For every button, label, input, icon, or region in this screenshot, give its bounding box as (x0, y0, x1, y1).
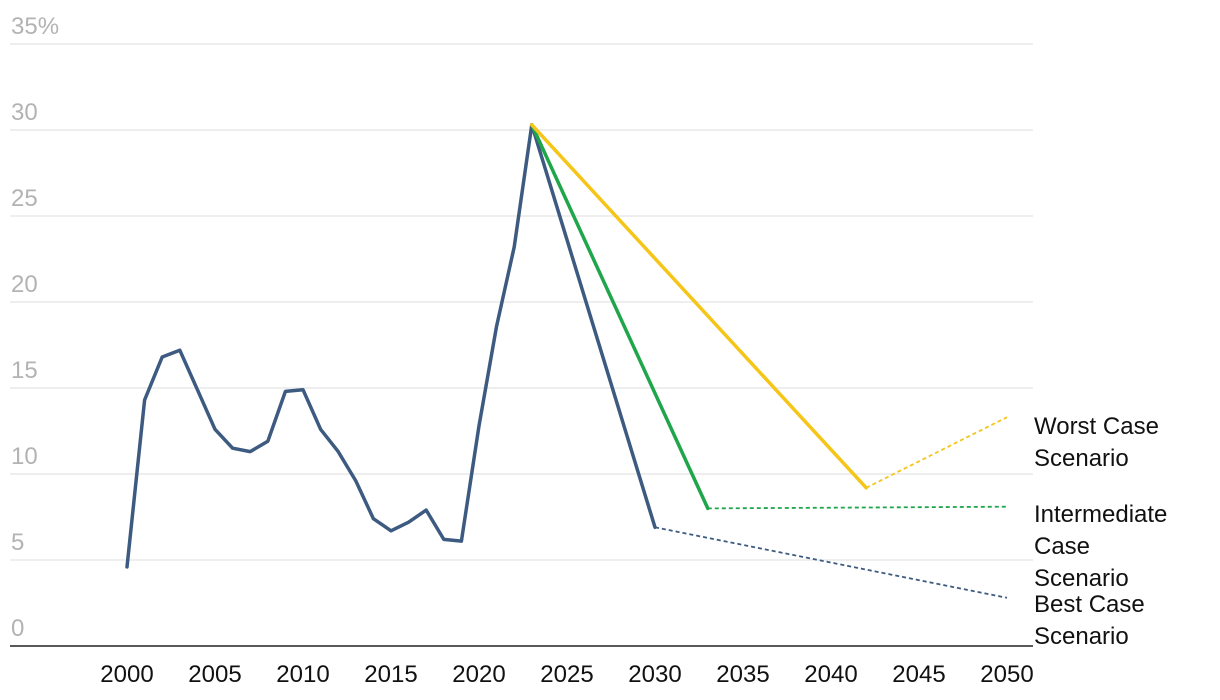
scenario-label-intermediate: Intermediate Case Scenario (1034, 501, 1167, 592)
series-line-worst-projection (530, 123, 868, 490)
series-line-intermediate-projection (530, 123, 710, 511)
scenario-label-best: Best Case Scenario (1034, 591, 1145, 650)
x-tick-label: 2040 (804, 661, 857, 688)
y-tick-label: 5 (11, 529, 24, 556)
gridlines (10, 43, 1033, 561)
y-tick-label: 35% (11, 13, 59, 40)
scenario-label-line: Intermediate (1034, 501, 1167, 528)
scenario-label-line: Scenario (1034, 565, 1129, 592)
scenario-label-line: Best Case (1034, 591, 1145, 618)
scenario-label-line: Scenario (1034, 445, 1129, 472)
scenario-label-worst: Worst Case Scenario (1034, 413, 1159, 472)
x-tick-label: 2025 (540, 661, 593, 688)
series-line-intermediate-extension (707, 505, 1008, 510)
y-tick-label: 25 (11, 185, 38, 212)
scenario-label-line: Case (1034, 533, 1090, 560)
y-axis-tick-labels: 0 5 10 15 20 25 30 35% (11, 13, 59, 642)
y-tick-label: 10 (11, 443, 38, 470)
y-tick-label: 15 (11, 357, 38, 384)
series-line-historical (125, 123, 534, 569)
series-line-worst-extension (865, 416, 1008, 489)
scenario-labels: Worst Case Scenario Intermediate Case Scenar… (1034, 413, 1167, 650)
x-tick-label: 2035 (716, 661, 769, 688)
x-tick-label: 2030 (628, 661, 681, 688)
x-tick-label: 2020 (452, 661, 505, 688)
x-tick-label: 2045 (892, 661, 945, 688)
y-tick-label: 0 (11, 615, 24, 642)
series-line-best-extension (654, 526, 1008, 599)
y-tick-label: 30 (11, 99, 38, 126)
x-tick-label: 2000 (100, 661, 153, 688)
x-tick-label: 2005 (188, 661, 241, 688)
x-tick-label: 2050 (980, 661, 1033, 688)
x-tick-label: 2015 (364, 661, 417, 688)
series-line-best-projection (530, 123, 657, 530)
scenario-label-line: Scenario (1034, 623, 1129, 650)
series-lines (125, 123, 1008, 599)
x-axis-tick-labels: 2000 2005 2010 2015 2020 2025 2030 2035 2040 2045… (100, 661, 1033, 688)
x-tick-label: 2010 (276, 661, 329, 688)
y-tick-label: 20 (11, 271, 38, 298)
scenario-label-line: Worst Case (1034, 413, 1159, 440)
